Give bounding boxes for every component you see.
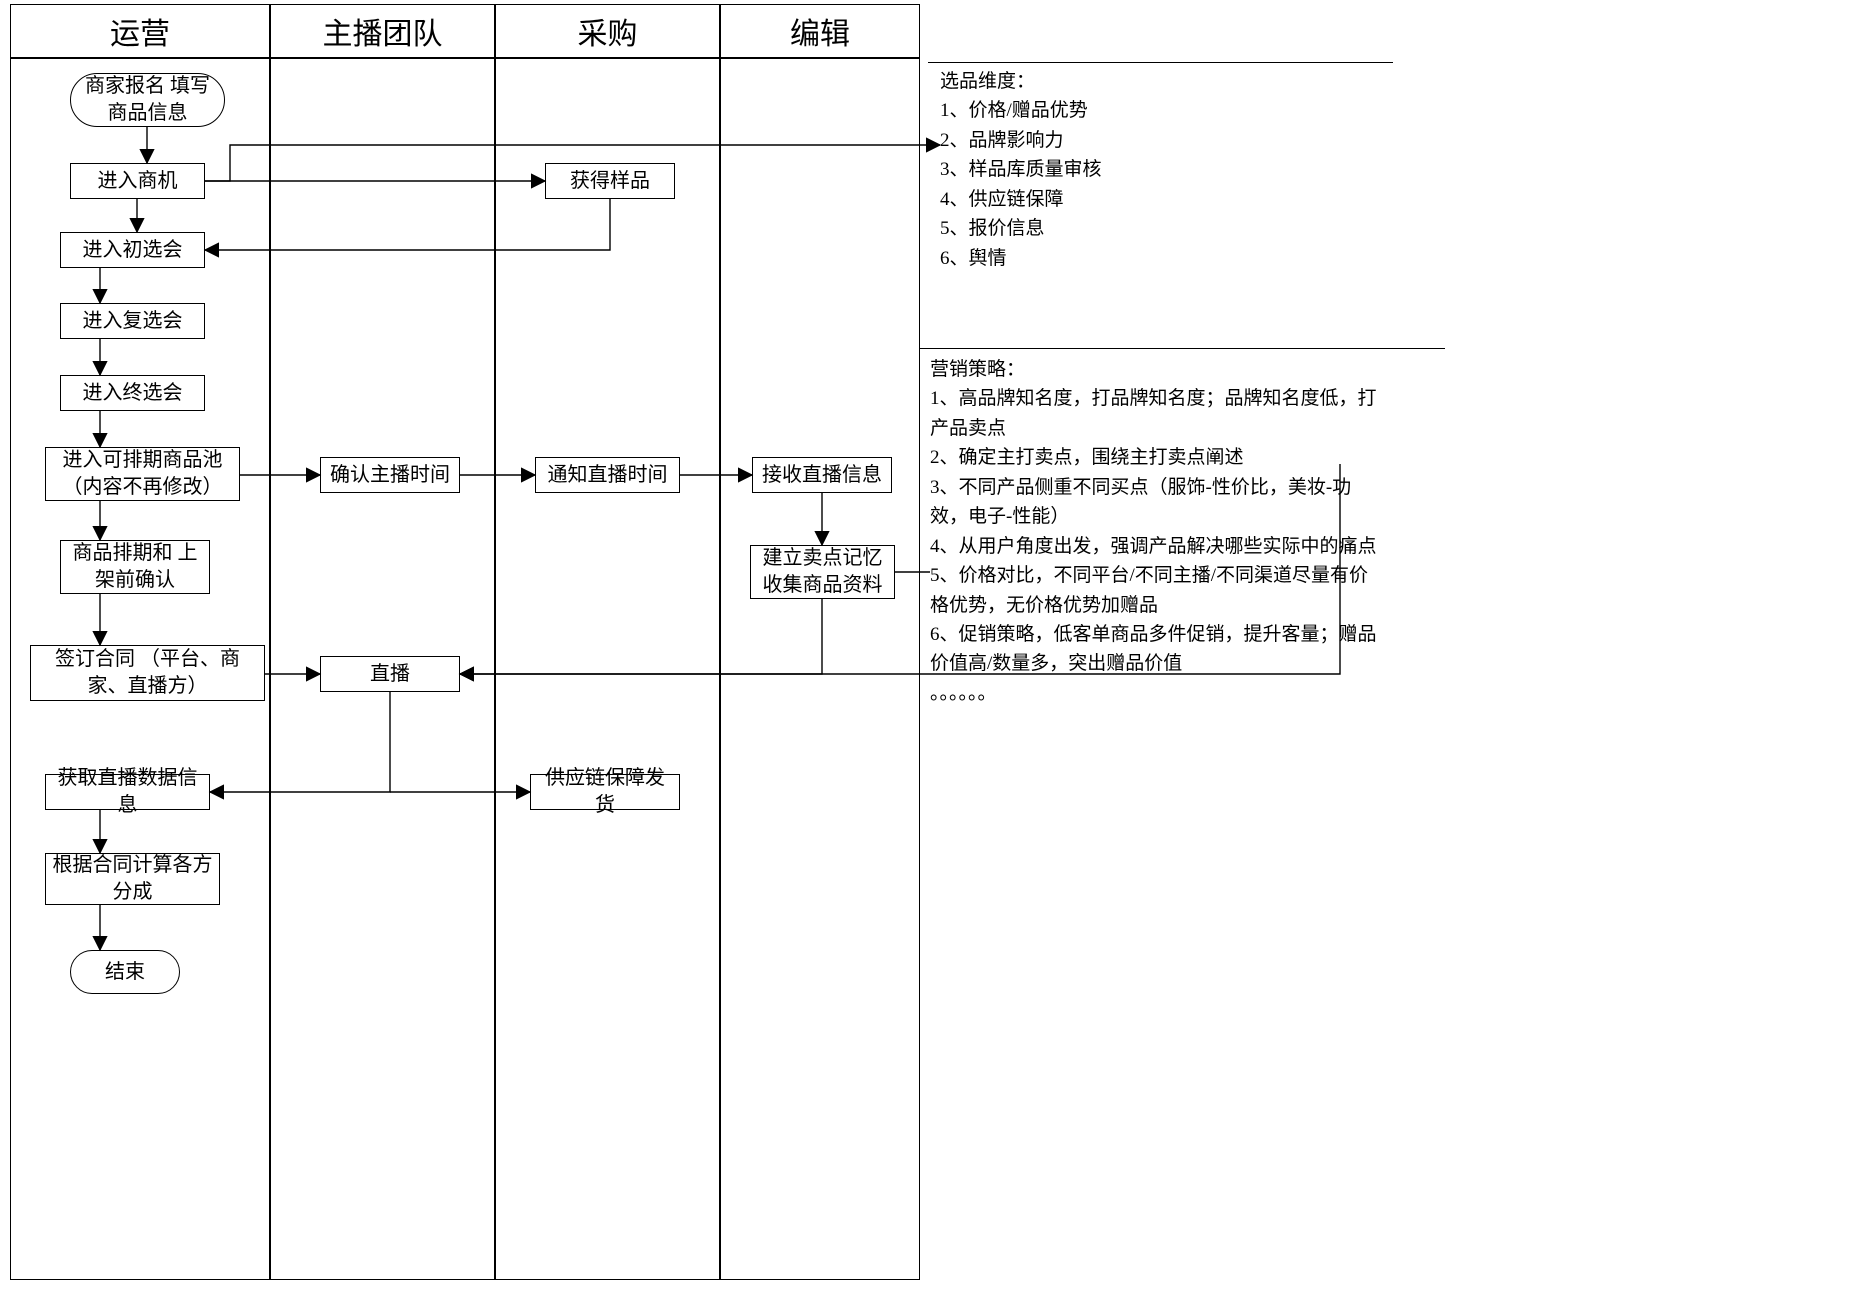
node-label: 直播 [370, 661, 410, 688]
node-label: 获取直播数据信息 [52, 765, 203, 819]
node-label: 进入初选会 [83, 237, 183, 264]
node-sample: 获得样品 [545, 163, 675, 199]
node-supply: 供应链保障发货 [530, 774, 680, 810]
node-label: 商品排期和 上架前确认 [67, 540, 203, 594]
node-pool: 进入可排期商品池 （内容不再修改） [45, 447, 240, 501]
note-rule [920, 348, 1445, 349]
lane-header-procure: 采购 [495, 4, 720, 58]
node-schedule: 商品排期和 上架前确认 [60, 540, 210, 594]
lane-header-label: 采购 [578, 9, 638, 53]
node-label: 进入终选会 [83, 380, 183, 407]
note-rule [928, 62, 1393, 63]
node-label: 根据合同计算各方 分成 [52, 852, 213, 906]
node-label: 建立卖点记忆 收集商品资料 [757, 545, 888, 599]
node-label: 进入可排期商品池 （内容不再修改） [52, 447, 233, 501]
node-label: 获得样品 [570, 168, 650, 195]
node-notify: 通知直播时间 [535, 457, 680, 493]
node-getdata: 获取直播数据信息 [45, 774, 210, 810]
lane-header-label: 主播团队 [323, 9, 443, 53]
node-label: 签订合同 （平台、商家、直播方） [37, 646, 258, 700]
node-usp: 建立卖点记忆 收集商品资料 [750, 545, 895, 599]
node-first: 进入初选会 [60, 232, 205, 268]
node-final: 进入终选会 [60, 375, 205, 411]
node-label: 进入复选会 [83, 308, 183, 335]
node-calc: 根据合同计算各方 分成 [45, 853, 220, 905]
node-recv: 接收直播信息 [752, 457, 892, 493]
node-label: 结束 [105, 959, 145, 986]
lane-body-edit [720, 58, 920, 1280]
node-end: 结束 [70, 950, 180, 994]
node-label: 供应链保障发货 [537, 765, 673, 819]
node-label: 商家报名 填写商品信息 [77, 73, 218, 127]
note-market: 营销策略： 1、高品牌知名度，打品牌知名度；品牌知名度低，打 产品卖点 2、确定… [930, 355, 1377, 708]
node-contract: 签订合同 （平台、商家、直播方） [30, 645, 265, 701]
node-label: 进入商机 [98, 168, 178, 195]
lane-header-ops: 运营 [10, 4, 270, 58]
lane-header-label: 运营 [110, 9, 170, 53]
node-label: 通知直播时间 [548, 462, 668, 489]
node-second: 进入复选会 [60, 303, 205, 339]
flowchart-canvas: 运营 主播团队 采购 编辑商家报名 填写商品信息进入商机进入初选会进入复选会进入终选会… [0, 0, 1871, 1301]
node-start: 商家报名 填写商品信息 [70, 73, 225, 127]
lane-body-procure [495, 58, 720, 1280]
lane-header-edit: 编辑 [720, 4, 920, 58]
node-conftime: 确认主播时间 [320, 457, 460, 493]
node-opp: 进入商机 [70, 163, 205, 199]
lane-header-anchor: 主播团队 [270, 4, 495, 58]
lane-header-label: 编辑 [790, 9, 850, 53]
note-select: 选品维度： 1、价格/赠品优势 2、品牌影响力 3、样品库质量审核 4、供应链保… [940, 67, 1102, 273]
node-label: 确认主播时间 [330, 462, 450, 489]
node-label: 接收直播信息 [762, 462, 882, 489]
node-live: 直播 [320, 656, 460, 692]
